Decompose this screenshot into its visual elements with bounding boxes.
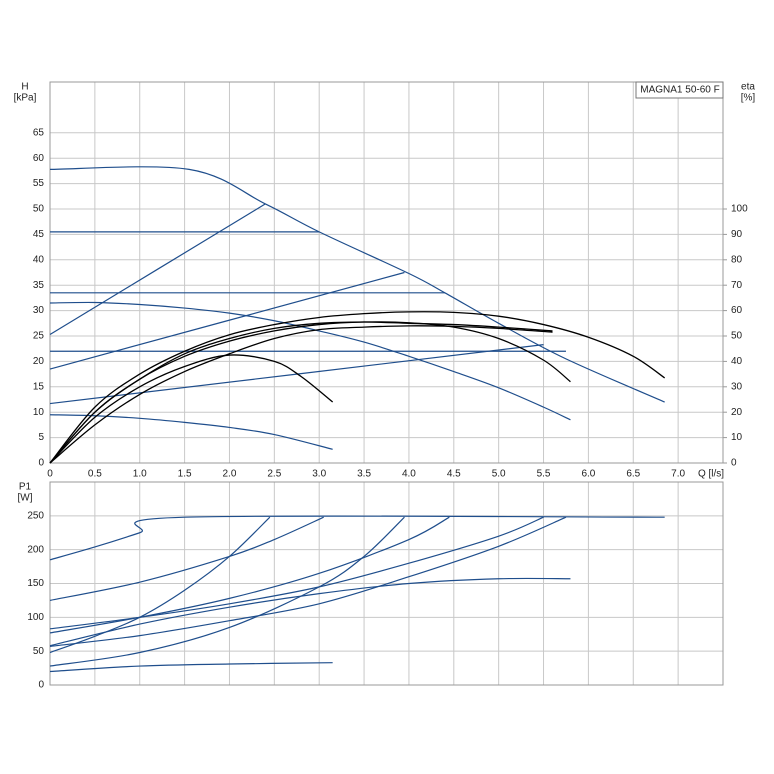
y-tick-label: 50 — [33, 646, 45, 657]
curve — [49, 354, 334, 464]
y2-tick-label: 10 — [731, 432, 743, 443]
curve — [49, 321, 571, 464]
x-tick-label: 0 — [47, 469, 53, 480]
x-tick-label: 5.0 — [492, 469, 506, 480]
annotation: MAGNA1 50-60 F — [640, 85, 719, 96]
y-tick-label: 25 — [33, 331, 45, 342]
curve — [49, 311, 666, 464]
y-tick-label: 200 — [27, 544, 44, 555]
curve — [49, 516, 567, 648]
y-tick-label: 250 — [27, 510, 44, 521]
y2-tick-label: 40 — [731, 356, 743, 367]
x-tick-label: 2.0 — [223, 469, 237, 480]
x-tick-label: 6.5 — [626, 469, 640, 480]
y-tick-label: 45 — [33, 229, 45, 240]
y-tick-label: 20 — [33, 356, 45, 367]
x-tick-label: 3.5 — [357, 469, 371, 480]
x-tick-label: 4.0 — [402, 469, 416, 480]
curve — [49, 271, 405, 370]
x-tick-label: 7.0 — [671, 469, 685, 480]
y-tick-label: 60 — [33, 153, 45, 164]
plot-frame — [49, 81, 724, 464]
y-tick-label: 100 — [27, 612, 44, 623]
curve — [49, 321, 553, 464]
x-tick-label: 0.5 — [88, 469, 102, 480]
y2-tick-label: 70 — [731, 280, 743, 291]
y-tick-label: 0 — [38, 458, 44, 469]
curve — [49, 515, 665, 561]
y-axis-unit: [W] — [18, 493, 33, 504]
y-tick-label: 30 — [33, 305, 45, 316]
y-tick-label: 55 — [33, 178, 45, 189]
y-tick-label: 5 — [38, 432, 44, 443]
y-tick-label: 35 — [33, 280, 45, 291]
x-tick-label: 2.5 — [267, 469, 281, 480]
y-tick-label: 50 — [33, 204, 45, 215]
y-axis-label: P1 — [19, 482, 32, 493]
plot-frame — [49, 481, 724, 686]
curve — [49, 516, 271, 654]
curve — [49, 516, 405, 667]
y2-tick-label: 80 — [731, 254, 743, 265]
y-tick-label: 10 — [33, 407, 45, 418]
curve — [49, 414, 333, 450]
x-tick-label: 4.5 — [447, 469, 461, 480]
curve — [49, 325, 553, 464]
y-tick-label: 65 — [33, 127, 45, 138]
curve — [49, 516, 450, 634]
y-axis-unit: [kPa] — [14, 93, 37, 104]
y2-tick-label: 30 — [731, 381, 743, 392]
curve — [49, 577, 571, 647]
y-tick-label: 40 — [33, 254, 45, 265]
annotation-box — [635, 81, 724, 99]
curve — [49, 166, 665, 403]
y2-axis-label: eta — [741, 82, 755, 93]
curve — [49, 662, 333, 673]
x-tick-label: 1.0 — [133, 469, 147, 480]
curve — [49, 301, 571, 421]
x-tick-label: 5.5 — [537, 469, 551, 480]
x-tick-label: 3.0 — [312, 469, 326, 480]
y-tick-label: 0 — [38, 680, 44, 691]
y2-tick-label: 0 — [731, 458, 737, 469]
y-tick-label: 150 — [27, 578, 44, 589]
y-axis-label: H — [21, 82, 28, 93]
y2-tick-label: 20 — [731, 407, 743, 418]
curve — [49, 516, 544, 630]
x-axis-label: Q [l/s] — [698, 469, 724, 480]
x-tick-label: 1.5 — [178, 469, 192, 480]
y2-axis-unit: [%] — [741, 93, 756, 104]
y-tick-label: 15 — [33, 381, 45, 392]
curve — [49, 203, 266, 335]
y2-tick-label: 50 — [731, 331, 743, 342]
y2-tick-label: 60 — [731, 305, 743, 316]
x-tick-label: 6.0 — [581, 469, 595, 480]
y2-tick-label: 90 — [731, 229, 743, 240]
curve — [49, 516, 324, 602]
y2-tick-label: 100 — [731, 204, 748, 215]
